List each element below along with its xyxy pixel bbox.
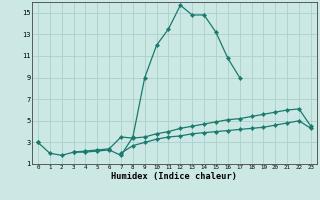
X-axis label: Humidex (Indice chaleur): Humidex (Indice chaleur) bbox=[111, 172, 237, 181]
